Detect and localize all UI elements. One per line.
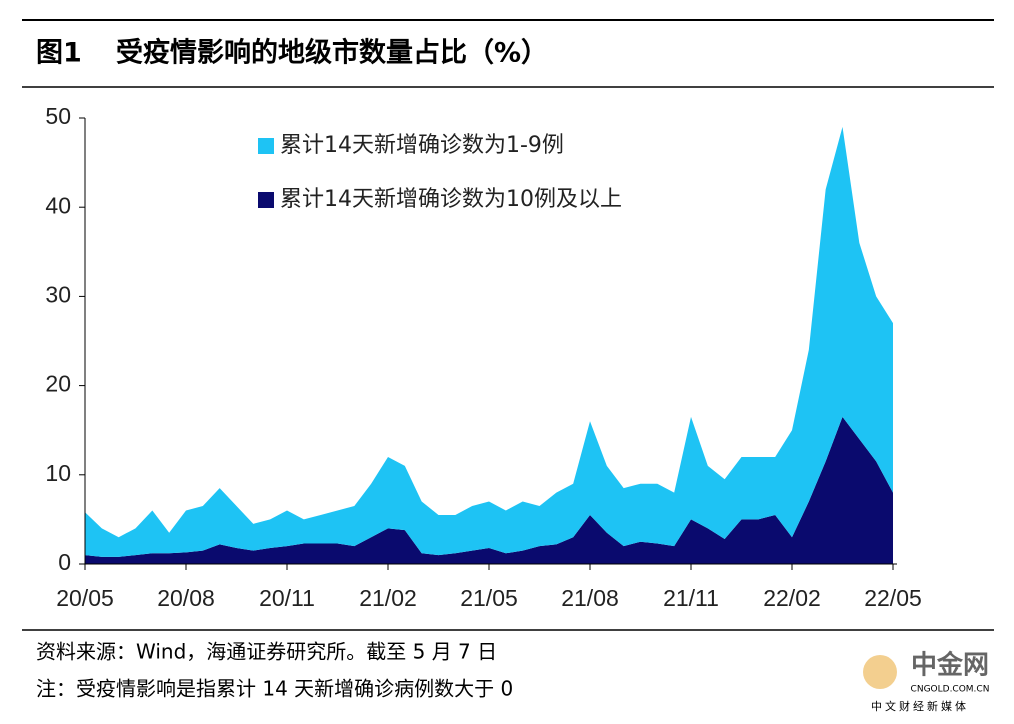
- legend-swatch: [258, 192, 274, 208]
- x-tick-label: 20/08: [157, 585, 215, 611]
- watermark-site: CNGOLD.COM.CN: [911, 685, 990, 695]
- x-tick-label: 21/05: [460, 585, 518, 611]
- y-tick-label: 50: [45, 103, 71, 129]
- chart-title: 受疫情影响的地级市数量占比（%）: [116, 37, 548, 69]
- legend-label: 累计14天新增确诊数为10例及以上: [280, 187, 622, 212]
- legend-label: 累计14天新增确诊数为1-9例: [280, 133, 564, 158]
- watermark-tagline: 中文财经新媒体: [871, 699, 969, 713]
- area: [85, 416, 893, 564]
- y-tick-label: 30: [45, 281, 71, 307]
- watermark-logo: [863, 655, 897, 689]
- x-tick-label: 20/05: [56, 585, 114, 611]
- x-tick-label: 21/02: [359, 585, 417, 611]
- area: [85, 126, 893, 557]
- y-tick-label: 40: [45, 192, 71, 218]
- x-tick-label: 21/08: [561, 585, 619, 611]
- y-tick-label: 10: [45, 460, 71, 486]
- y-tick-label: 0: [58, 549, 71, 575]
- x-tick-label: 21/11: [663, 585, 719, 611]
- legend-swatch: [258, 138, 274, 154]
- source-note: 资料来源：Wind，海通证券研究所。截至 5 月 7 日: [36, 640, 497, 664]
- x-tick-label: 22/05: [864, 585, 922, 611]
- figure-number: 图1: [36, 38, 82, 69]
- y-tick-label: 20: [45, 371, 71, 397]
- footnote: 注：受疫情影响是指累计 14 天新增确诊病例数大于 0: [36, 677, 513, 701]
- watermark-name: 中金网: [911, 650, 989, 681]
- x-tick-label: 20/11: [259, 585, 315, 611]
- x-tick-label: 22/02: [763, 585, 821, 611]
